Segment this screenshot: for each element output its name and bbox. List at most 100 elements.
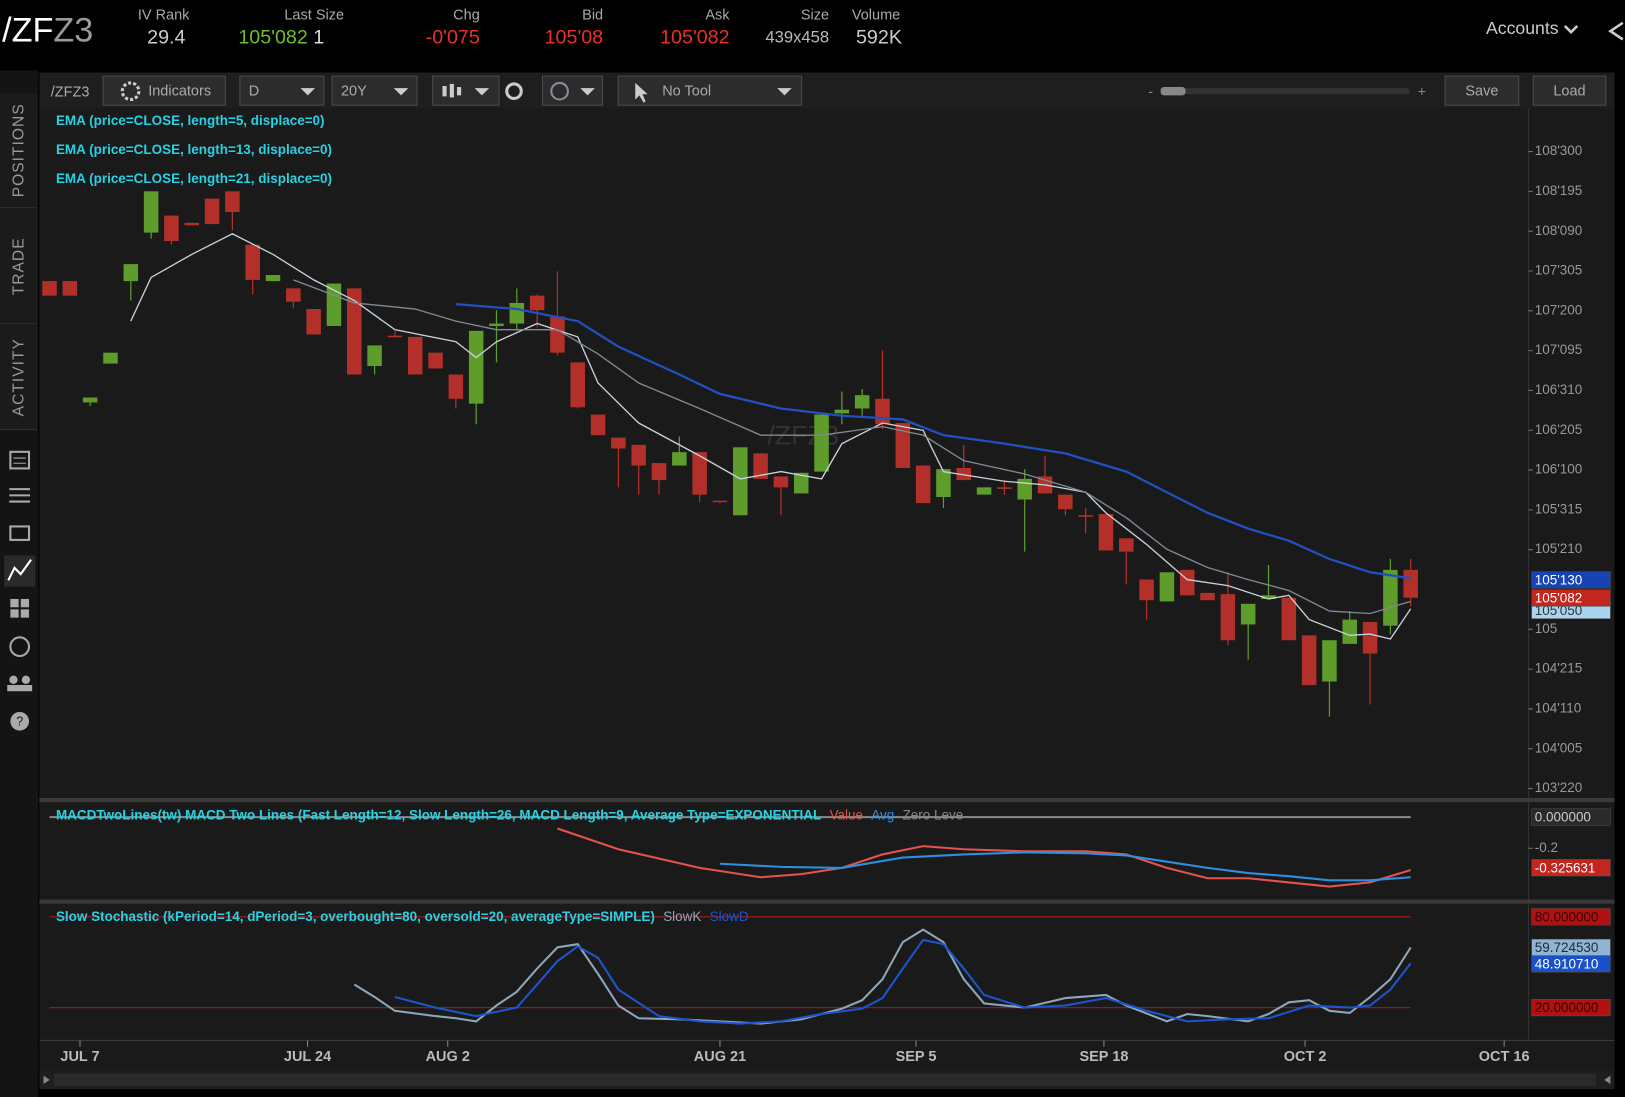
field-label: IV Rank [137, 6, 190, 23]
candle-body [164, 215, 179, 242]
y-tick-label: 106'310 [1535, 382, 1583, 397]
y-tick-label: 108'300 [1535, 143, 1583, 158]
legend-entry: Zero Leve [903, 807, 964, 822]
study-label: MACDTwoLines(tw) MACD Two Lines (Fast Le… [56, 807, 963, 822]
candle-body [123, 264, 139, 282]
series-line [293, 279, 1411, 615]
symbol-root: /ZF [2, 10, 54, 49]
sidebar-icons[interactable]: ? [0, 444, 38, 745]
candle-body [1159, 572, 1175, 602]
price-marker-label: 105'050 [1535, 603, 1583, 618]
candle-body [225, 191, 240, 212]
y-tick-label: 104'005 [1535, 740, 1583, 755]
candle-body [712, 500, 728, 503]
y-tick-label: 107'305 [1535, 263, 1583, 278]
field-label: Bid [582, 6, 604, 23]
button-label: Save [1465, 81, 1499, 99]
svg-text:?: ? [16, 715, 23, 729]
candle-body [1179, 569, 1195, 596]
accounts-menu[interactable]: Accounts [1486, 18, 1559, 39]
candle-body [347, 288, 362, 375]
candle-body [1139, 579, 1154, 601]
candle-body [1362, 622, 1378, 654]
candle-body [286, 288, 301, 302]
button-label: Indicators [148, 81, 212, 99]
study-label: Slow Stochastic (kPeriod=14, dPeriod=3, … [56, 909, 749, 924]
candle-body [428, 352, 443, 369]
price-marker-label: 105'082 [1535, 591, 1583, 606]
candle-body [854, 395, 870, 409]
chart-background [39, 108, 1615, 1071]
y-tick-label: -0.2 [1535, 840, 1558, 855]
candle-body [143, 191, 159, 233]
series-line [130, 233, 1412, 640]
price-marker [1531, 571, 1611, 589]
y-tick-label: 107'095 [1535, 342, 1583, 357]
candle-body [1220, 594, 1236, 641]
candle-body [1240, 603, 1256, 625]
y-tick-label: 106'205 [1535, 422, 1583, 437]
candle-body [1281, 597, 1297, 641]
candle-body [204, 198, 220, 225]
x-tick-label: OCT 2 [1284, 1049, 1327, 1065]
x-tick-label: SEP 5 [896, 1049, 937, 1065]
price-marker [1531, 908, 1611, 926]
series-line [455, 303, 1411, 580]
save-button[interactable]: Save [1444, 75, 1520, 106]
y-tick-label: 106'100 [1535, 462, 1583, 477]
series-line [394, 938, 1412, 1025]
candle-body [509, 302, 525, 324]
y-tick-label: 104'215 [1535, 661, 1583, 676]
price-marker-label: 80.000000 [1535, 909, 1599, 924]
button-label: No Tool [662, 81, 712, 99]
candle-body [103, 352, 118, 364]
candle-body [651, 463, 667, 481]
candle-body [367, 345, 382, 367]
tab[interactable]: POSITIONS [0, 93, 38, 209]
tab[interactable]: ACTIVITY [0, 325, 38, 431]
scroll-track [53, 1073, 1596, 1087]
candle-body [875, 398, 890, 425]
x-tick-label: AUG 2 [426, 1049, 470, 1065]
candle-body [936, 469, 951, 498]
legend-entry: Avg [871, 807, 894, 822]
candle-body [590, 414, 606, 436]
candle-body [82, 397, 98, 403]
field-value: -0'075 [425, 26, 480, 49]
button-label: 20Y [340, 81, 367, 99]
tab[interactable]: TRADE [0, 209, 38, 325]
price-marker [1531, 999, 1611, 1017]
tool-dropdown[interactable]: No Tool [617, 75, 803, 106]
y-tick-label: 104'110 [1535, 700, 1582, 715]
symbol: /ZFZ3 [2, 10, 93, 49]
candle-body [407, 336, 423, 375]
load-button[interactable]: Load [1532, 75, 1607, 106]
candle-body [184, 222, 200, 226]
candle-body [997, 487, 1012, 489]
candle-body [306, 309, 321, 335]
candle-body [672, 452, 687, 466]
candle-body [895, 423, 911, 468]
field-label: Ask [705, 6, 730, 23]
button-label: Load [1553, 81, 1586, 99]
candle-body [753, 453, 768, 479]
candle-body [1200, 592, 1215, 601]
field-value: 592K [855, 26, 902, 49]
candle-body [834, 409, 850, 414]
field-label: Size [800, 6, 830, 23]
candle-body [793, 472, 809, 494]
candle-body [529, 295, 545, 311]
field-label: Chg [453, 6, 480, 23]
field-value: 105'082 [238, 26, 308, 49]
sidebar: POSITIONS TRADE ACTIVITY ? [0, 70, 39, 1097]
candle-body [1119, 538, 1134, 552]
field-extra: 1 [313, 26, 325, 49]
zoom-in[interactable]: + [1417, 82, 1427, 100]
price-marker-label: 48.910710 [1535, 956, 1599, 971]
y-tick-label: 107'200 [1535, 302, 1583, 317]
candle-body [570, 362, 586, 408]
y-tick-label: 105'210 [1535, 541, 1583, 556]
zoom-out[interactable]: - [1148, 82, 1154, 100]
